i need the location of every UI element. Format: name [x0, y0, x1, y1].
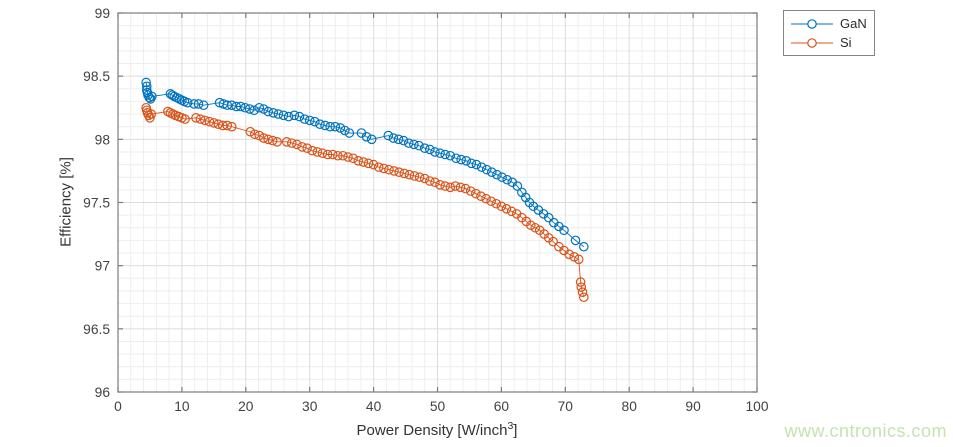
- x-tick-label: 80: [622, 399, 638, 414]
- legend-label-si: Si: [840, 35, 852, 50]
- legend-label-gan: GaN: [840, 16, 867, 31]
- y-tick-label: 98.5: [83, 69, 110, 84]
- legend: GaN Si: [783, 10, 875, 56]
- y-tick-label: 96: [95, 385, 111, 400]
- x-tick-label: 10: [174, 399, 190, 414]
- x-tick-label: 30: [302, 399, 318, 414]
- series-gan: [141, 77, 589, 252]
- gan-line-marker-sample: [791, 18, 833, 29]
- series-si: [141, 102, 589, 303]
- legend-item-gan: GaN: [790, 14, 874, 33]
- x-axis-label: Power Density [W/inch3]: [357, 420, 518, 439]
- x-tick-label: 0: [114, 399, 122, 414]
- x-tick-label: 50: [430, 399, 446, 414]
- x-tick-label: 70: [558, 399, 574, 414]
- y-axis-label: Efficiency [%]: [57, 157, 75, 247]
- y-tick-label: 99: [95, 6, 111, 21]
- x-tick-label: 20: [238, 399, 254, 414]
- x-tick-label: 40: [366, 399, 382, 414]
- y-tick-label: 97.5: [83, 196, 110, 211]
- x-axis-label-sup: 3: [507, 420, 514, 432]
- watermark: www.cntronics.com: [784, 421, 947, 441]
- y-tick-label: 97: [95, 259, 110, 274]
- x-axis-label-suffix: ]: [513, 422, 518, 439]
- y-tick-label: 96.5: [83, 322, 110, 337]
- x-tick-label: 90: [685, 399, 701, 414]
- x-tick-label: 100: [745, 399, 768, 414]
- x-tick-label: 60: [494, 399, 510, 414]
- si-line-marker-sample: [791, 37, 833, 48]
- y-tick-label: 98: [95, 132, 111, 147]
- x-axis-label-text: Power Density [W/inch: [356, 422, 508, 439]
- legend-item-si: Si: [790, 33, 874, 52]
